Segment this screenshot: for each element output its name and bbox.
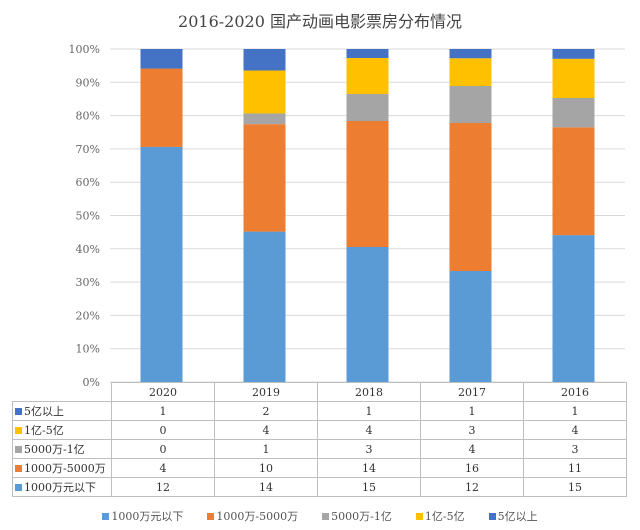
y-tick-label: 70% xyxy=(76,143,100,156)
legend-item: 5000万-1亿 xyxy=(322,510,392,523)
bar-segment xyxy=(140,146,183,382)
y-tick-label: 10% xyxy=(76,343,100,356)
legend-item: 1000万-5000万 xyxy=(207,510,298,523)
table-cell: 2 xyxy=(214,401,318,421)
x-tick-label: 2016 xyxy=(523,382,627,402)
table-cell: 3 xyxy=(317,439,421,459)
legend-swatch xyxy=(415,513,423,520)
table-cell: 12 xyxy=(111,477,215,497)
bar-segment xyxy=(346,121,389,247)
table-cell: 14 xyxy=(214,477,318,497)
bar-segment xyxy=(449,49,492,59)
bar-segment xyxy=(243,49,286,71)
x-tick-label: 2018 xyxy=(317,382,421,402)
legend-swatch xyxy=(488,513,496,520)
row-label: 1000万元以下 xyxy=(12,477,112,497)
chart-title: 2016-2020 国产动画电影票房分布情况 xyxy=(178,12,462,31)
table-cell: 1 xyxy=(111,401,215,421)
table-row: 1000万-5000万 4 10 14 16 11 xyxy=(12,458,627,478)
y-tick-label: 100% xyxy=(69,43,100,56)
bar-segment xyxy=(552,49,595,59)
legend-swatch xyxy=(102,513,110,520)
bar-segment xyxy=(346,49,389,58)
table-cell: 1 xyxy=(420,401,524,421)
legend-swatch xyxy=(207,513,215,520)
bar-segment xyxy=(346,247,389,382)
table-cell: 15 xyxy=(317,477,421,497)
bar-segment xyxy=(346,58,389,94)
row-label: 1亿-5亿 xyxy=(12,420,112,440)
y-tick-label: 90% xyxy=(76,76,100,89)
table-cell: 1 xyxy=(317,401,421,421)
table-cell: 10 xyxy=(214,458,318,478)
table-cell: 1 xyxy=(214,439,318,459)
legend-swatch xyxy=(15,427,22,434)
bar-segment xyxy=(243,70,286,114)
y-tick-label: 80% xyxy=(76,110,100,123)
table-cell: 1 xyxy=(523,401,627,421)
y-tick-label: 30% xyxy=(76,276,100,289)
legend: 1000万元以下 1000万-5000万 5000万-1亿 1亿-5亿 5亿以上 xyxy=(0,508,640,524)
table-row: 5亿以上 1 2 1 1 1 xyxy=(12,401,627,421)
table-cell: 4 xyxy=(420,439,524,459)
bar-segment xyxy=(243,231,286,382)
bar-segment xyxy=(449,58,492,86)
legend-swatch xyxy=(15,484,22,491)
table-cell: 4 xyxy=(523,420,627,440)
table-cell: 4 xyxy=(214,420,318,440)
legend-swatch xyxy=(15,446,22,453)
legend-swatch xyxy=(15,408,22,415)
y-tick-label: 20% xyxy=(76,309,100,322)
table-cell: 4 xyxy=(111,458,215,478)
table-cell: 4 xyxy=(317,420,421,440)
table-header: 2020 2019 2018 2017 2016 xyxy=(12,382,627,402)
bar-segment xyxy=(243,124,286,232)
table-cell: 14 xyxy=(317,458,421,478)
table-cell: 15 xyxy=(523,477,627,497)
legend-item: 1000万元以下 xyxy=(102,510,183,523)
table-cell: 3 xyxy=(523,439,627,459)
bar-segment xyxy=(552,58,595,98)
bar-segment xyxy=(449,86,492,123)
table-row: 5000万-1亿 0 1 3 4 3 xyxy=(12,439,627,459)
data-table: 2020 2019 2018 2017 2016 5亿以上 1 2 1 1 1 1亿-5亿 0 4 4 3 4 5… xyxy=(12,382,627,497)
table-cell: 3 xyxy=(420,420,524,440)
table-cell: 0 xyxy=(111,420,215,440)
row-label: 1000万-5000万 xyxy=(12,458,112,478)
legend-swatch xyxy=(15,465,22,472)
table-cell: 0 xyxy=(111,439,215,459)
row-label: 5亿以上 xyxy=(12,401,112,421)
y-tick-label: 60% xyxy=(76,176,100,189)
bar-segment xyxy=(552,97,595,128)
bar-segment xyxy=(552,127,595,236)
table-row: 1亿-5亿 0 4 4 3 4 xyxy=(12,420,627,440)
table-cell: 12 xyxy=(420,477,524,497)
legend-item: 5亿以上 xyxy=(488,510,538,523)
legend-item: 1亿-5亿 xyxy=(415,510,465,523)
bar-segment xyxy=(552,235,595,382)
y-tick-label: 40% xyxy=(76,243,100,256)
x-tick-label: 2019 xyxy=(214,382,318,402)
bar-segment xyxy=(243,113,286,125)
x-tick-label: 2020 xyxy=(111,382,215,402)
bar-segment xyxy=(346,94,389,121)
bar-segment xyxy=(140,68,183,147)
x-tick-label: 2017 xyxy=(420,382,524,402)
y-tick-label: 50% xyxy=(76,210,100,223)
row-label: 5000万-1亿 xyxy=(12,439,112,459)
table-cell: 11 xyxy=(523,458,627,478)
bar-segment xyxy=(449,271,492,382)
table-cell: 16 xyxy=(420,458,524,478)
bar-segment xyxy=(140,49,183,69)
bar-segment xyxy=(449,123,492,271)
table-row: 1000万元以下 12 14 15 12 15 xyxy=(12,477,627,497)
legend-swatch xyxy=(322,513,330,520)
